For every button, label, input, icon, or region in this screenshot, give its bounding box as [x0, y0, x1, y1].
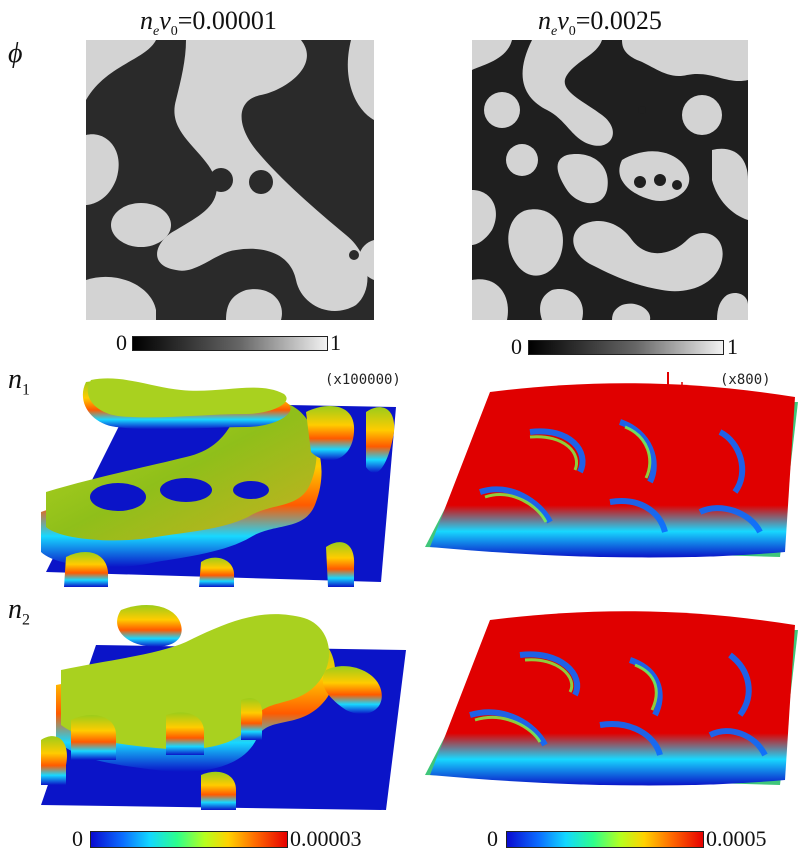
row-label-n2: n2	[8, 594, 30, 629]
phi-field-right	[472, 40, 748, 320]
n1-surface-right	[425, 372, 798, 558]
phi-colorbar-right	[528, 340, 724, 355]
n-colorbar-right-min: 0	[487, 826, 498, 851]
phi-colorbar-left-min: 0	[116, 330, 127, 355]
n-colorbar-left	[90, 831, 288, 848]
column-title-left: nev0=0.00001	[140, 6, 277, 40]
phi-colorbar-left-max: 1	[330, 330, 341, 355]
phi-colorbar-right-max: 1	[727, 334, 738, 359]
n-colorbar-right	[506, 831, 704, 848]
n-colorbar-left-max: 0.00003	[290, 826, 362, 851]
n2-surface-left	[41, 605, 406, 810]
phi-colorbar-left	[132, 336, 328, 351]
n1-surface-left	[41, 378, 396, 587]
column-title-right: nev0=0.0025	[538, 6, 662, 40]
n2-surface-right	[425, 611, 798, 786]
n-colorbar-right-max: 0.0005	[706, 826, 767, 851]
scale-label-right: (x800)	[720, 372, 771, 388]
row-label-phi: ϕ	[8, 38, 23, 69]
phi-colorbar-right-min: 0	[511, 334, 522, 359]
scale-label-left: (x100000)	[325, 372, 401, 388]
phi-field-left	[86, 40, 374, 320]
n-colorbar-left-min: 0	[72, 826, 83, 851]
row-label-n1: n1	[8, 364, 30, 399]
